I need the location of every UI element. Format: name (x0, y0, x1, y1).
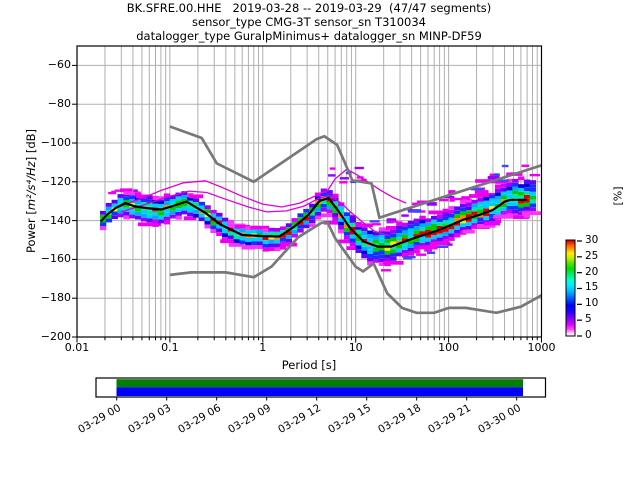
colorbar-tick-label: 25 (585, 249, 599, 262)
colorbar-tick-label: 5 (585, 313, 592, 326)
percentile-upper-line (118, 168, 407, 208)
colorbar-tick-label: 20 (585, 265, 599, 278)
colorbar-tick-label: 0 (585, 329, 592, 341)
colorbar (565, 239, 576, 337)
low-noise-model-line (169, 221, 542, 315)
x-tick-label: 1000 (527, 341, 556, 354)
high-noise-model-line (169, 125, 542, 220)
x-tick-label: 1 (259, 341, 267, 354)
figure-title-line1: BK.SFRE.00.HHE 2019-03-28 -- 2019-03-29 … (126, 1, 492, 15)
plot-frame (76, 45, 543, 338)
coverage-segments-strip (116, 379, 523, 388)
y-tick-label: −180 (40, 291, 71, 305)
curves (99, 125, 542, 315)
data-coverage-bar (95, 377, 547, 401)
y-tick-label: −100 (40, 136, 71, 149)
colorbar-tick-label: 30 (585, 233, 599, 246)
mode-line (99, 196, 528, 248)
y-tick-label: −200 (40, 330, 71, 343)
percentile-mid-line (121, 190, 388, 236)
y-tick-label: −60 (47, 58, 71, 72)
y-tick-label: −120 (40, 174, 71, 188)
colorbar-tick-label: 10 (585, 297, 599, 310)
figure-title-line3: datalogger_type GuralpMinimus+ datalogge… (136, 29, 482, 43)
tick-marks (72, 64, 582, 343)
colorbar-tick-label: 15 (585, 281, 599, 294)
x-axis-label: Period [s] (281, 358, 337, 372)
y-tick-label: −80 (47, 97, 71, 111)
x-tick-label: 0.1 (161, 341, 179, 354)
grid-lines (77, 46, 542, 337)
coverage-gaps-strip (116, 387, 523, 396)
figure-title-line2: sensor_type CMG-3T sensor_sn T310034 (192, 15, 426, 29)
colorbar-label: [%] (611, 186, 625, 206)
y-tick-label: −140 (40, 213, 71, 227)
x-tick-label: 10 (348, 341, 363, 354)
x-tick-label: 100 (438, 341, 460, 354)
x-tick-label: 0.01 (64, 341, 90, 354)
y-tick-label: −160 (40, 252, 71, 266)
